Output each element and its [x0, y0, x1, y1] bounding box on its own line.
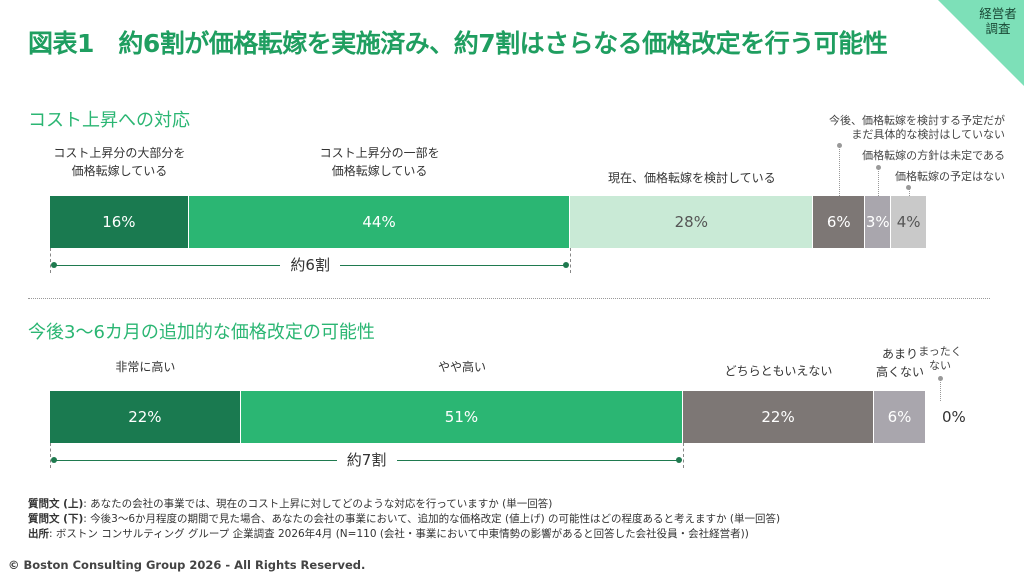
leader-dot [875, 165, 881, 170]
category-label: まったく ない [910, 345, 970, 373]
bar-value-label: 16% [102, 213, 136, 231]
bar-value-label: 22% [761, 408, 795, 426]
category-label-line: ない [929, 359, 951, 372]
category-label-line: まったく [918, 345, 962, 358]
note-text: : 今後3～6か月程度の期間で見た場合、あなたの会社の事業において、追加的な価格… [83, 513, 781, 525]
bar-segment: 6% [813, 196, 866, 248]
category-label-line: 価格転嫁している [331, 164, 428, 178]
leader-dot [836, 143, 842, 148]
bar-segment: 6% [873, 391, 926, 443]
bracket-label: 約7割 [336, 449, 397, 470]
note-label: 出所 [28, 528, 49, 540]
bracket-guide [570, 248, 572, 273]
category-label: 現在、価格転嫁を検討している [572, 169, 812, 187]
copyright: © Boston Consulting Group 2026 - All Rig… [8, 558, 366, 572]
bracket-guide [50, 248, 51, 273]
bar-segment: 3% [865, 196, 892, 248]
category-label-line: コスト上昇分の大部分を [53, 146, 186, 160]
category-label-line: やや高い [437, 360, 486, 374]
bar-value-label: 22% [128, 408, 162, 426]
leader-dot [937, 376, 943, 381]
bracket-guide [683, 443, 685, 468]
bar-segment: 22% [50, 391, 241, 443]
bar-value-label: 44% [362, 213, 396, 231]
category-label-line: 高くない [875, 365, 924, 379]
bar-segment: 51% [240, 391, 684, 443]
category-label: 価格転嫁の方針は未定である [862, 149, 1005, 163]
corner-tag-line-2: 調査 [985, 21, 1011, 36]
bracket-end-dot [51, 457, 57, 463]
bar-segment: 4% [891, 196, 926, 248]
leader-line [839, 145, 841, 196]
category-label: あまり高くない [780, 345, 1020, 381]
bar-segment: 22% [683, 391, 874, 443]
corner-tag-background [938, 0, 1024, 86]
page-title: 図表1 約6割が価格転嫁を実施済み、約7割はさらなる価格改定を行う可能性 [28, 29, 888, 58]
section-divider [28, 298, 990, 299]
bracket-end-dot [676, 457, 683, 463]
bracket-guide [50, 443, 51, 468]
category-label-line: 価格転嫁の予定はない [895, 170, 1005, 183]
category-label-line: 現在、価格転嫁を検討している [607, 171, 776, 185]
bar-value-label: 4% [896, 213, 921, 231]
category-label: コスト上昇分の一部を 価格転嫁している [260, 144, 500, 180]
category-label-line: まだ具体的な検討はしていない [851, 128, 1005, 141]
note-label: 質問文 (下) [28, 513, 84, 525]
bar-value-label: 28% [674, 213, 708, 231]
category-label: どちらともいえない [659, 362, 899, 380]
bar-value-label: 51% [444, 408, 479, 426]
corner-tag: 経営者 調査 [978, 6, 1018, 36]
leader-line [878, 167, 880, 196]
leader-dot [906, 185, 912, 190]
category-label-line: 今後、価格転嫁を検討する予定だが [829, 114, 1005, 127]
category-label-line: どちらともいえない [724, 364, 833, 378]
bar-value-label: 3% [865, 213, 890, 231]
bar-segment: 44% [188, 196, 571, 248]
category-label: 今後、価格転嫁を検討する予定だが まだ具体的な検討はしていない [829, 114, 1005, 142]
note-text: : ボストン コンサルティング グループ 企業調査 2026年4月 (N=110… [49, 528, 749, 540]
category-label: やや高い [342, 358, 582, 376]
bracket-end-dot [51, 262, 57, 268]
note-text: : あなたの会社の事業では、現在のコスト上昇に対してどのような対応を行っています… [83, 498, 553, 510]
category-label-line: 非常に高い [115, 360, 176, 374]
category-label-line: コスト上昇分の一部を [319, 146, 440, 160]
note-question-bottom: 質問文 (下): 今後3～6か月程度の期間で見た場合、あなたの会社の事業において… [28, 512, 780, 527]
note-label: 質問文 (上) [28, 498, 84, 510]
leader-line [940, 378, 941, 401]
category-label-line: 価格転嫁している [71, 164, 168, 178]
leader-line [908, 187, 910, 196]
category-label: 非常に高い [25, 358, 265, 376]
category-label: 価格転嫁の予定はない [895, 170, 1005, 184]
bar-segment: 28% [570, 196, 814, 248]
bar-value-label: 0% [942, 408, 966, 426]
notes: 質問文 (上): あなたの会社の事業では、現在のコスト上昇に対してどのような対応… [28, 497, 780, 542]
chart-1-title: コスト上昇への対応 [28, 110, 190, 131]
bar-value-label: 6% [887, 408, 912, 426]
bar-value-label: 6% [826, 213, 851, 231]
category-label-line: あまり [881, 347, 918, 361]
bar-segment: 16% [50, 196, 189, 248]
category-label-line: 価格転嫁の方針は未定である [862, 149, 1005, 162]
chart-2-title: 今後3～6カ月の追加的な価格改定の可能性 [28, 322, 375, 343]
category-label: コスト上昇分の大部分を 価格転嫁している [0, 144, 239, 180]
bracket-end-dot [563, 262, 570, 268]
note-question-top: 質問文 (上): あなたの会社の事業では、現在のコスト上昇に対してどのような対応… [28, 497, 780, 512]
note-source: 出所: ボストン コンサルティング グループ 企業調査 2026年4月 (N=1… [28, 527, 780, 542]
corner-tag-line-1: 経営者 [979, 6, 1017, 21]
bracket-label: 約6割 [280, 254, 341, 275]
